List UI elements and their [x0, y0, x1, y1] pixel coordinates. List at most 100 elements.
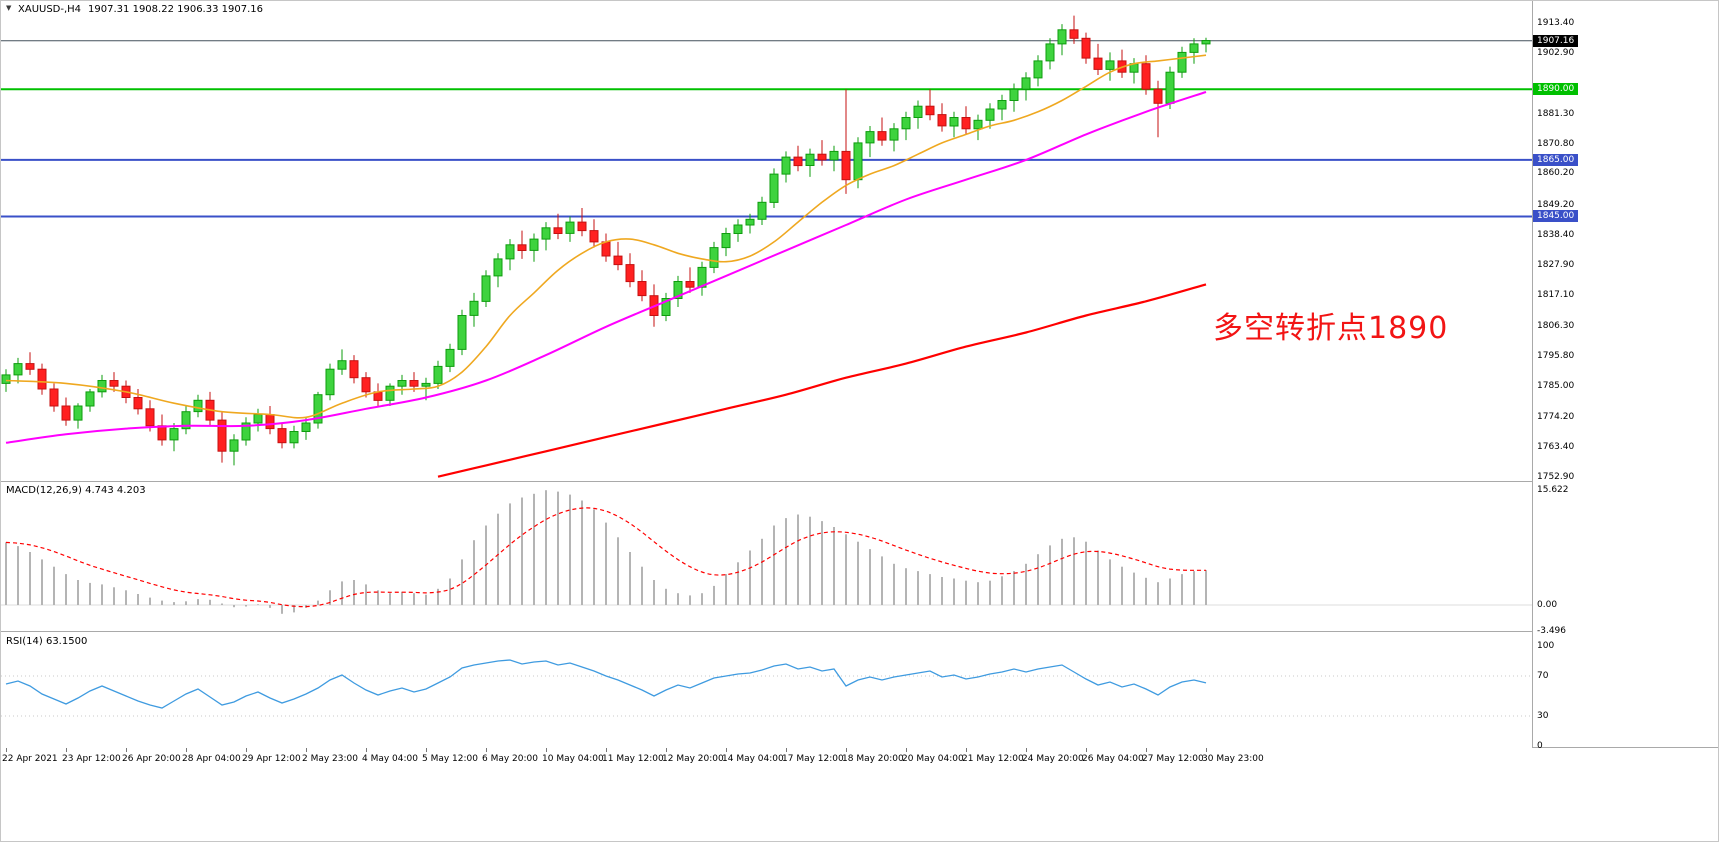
candle-down	[349, 360, 359, 379]
time-tick	[846, 748, 847, 752]
candle-down	[109, 380, 119, 387]
time-tick	[246, 748, 247, 752]
candle-up	[1045, 43, 1055, 62]
candle-up	[1189, 43, 1199, 53]
candle-down	[1141, 63, 1151, 90]
candle-up	[865, 131, 875, 144]
chart-annotation[interactable]: 多空转折点1890	[1213, 311, 1449, 346]
candle-up	[493, 258, 503, 277]
price-axis-label: 1881.30	[1537, 108, 1575, 119]
candle-down	[157, 425, 167, 441]
candle-up	[721, 233, 731, 249]
candle-down	[577, 221, 587, 232]
rsi-indicator-chart[interactable]	[1, 632, 1532, 747]
time-axis-label: 17 May 12:00	[782, 754, 844, 764]
price-axis[interactable]: 1913.40 1902.90 1881.30 1870.80 1860.20 1849.…	[1533, 1, 1718, 751]
rsi-axis-label: 0	[1537, 741, 1543, 751]
candle-up	[1021, 77, 1031, 90]
candle-up	[289, 431, 299, 444]
time-axis-label: 6 May 20:00	[482, 754, 538, 764]
time-tick	[726, 748, 727, 752]
macd-indicator-chart[interactable]	[1, 482, 1532, 631]
time-axis-label: 28 Apr 04:00	[182, 754, 241, 764]
candle-down	[961, 117, 971, 130]
time-axis-label: 20 May 04:00	[902, 754, 964, 764]
time-axis[interactable]: 22 Apr 2021 23 Apr 12:00 26 Apr 20:00 28 Ap…	[1, 747, 1532, 771]
candle-down	[1093, 57, 1103, 70]
time-tick	[126, 748, 127, 752]
time-tick	[666, 748, 667, 752]
main-price-chart[interactable]	[1, 1, 1532, 481]
price-axis-label: 1860.20	[1537, 168, 1575, 179]
candle-up	[85, 391, 95, 407]
candle-up	[97, 380, 107, 393]
candle-up	[169, 428, 179, 441]
candle-up	[745, 218, 755, 226]
time-tick	[1086, 748, 1087, 752]
time-axis-label: 26 Apr 20:00	[122, 754, 181, 764]
candle-up	[733, 224, 743, 234]
candle-up	[973, 119, 983, 130]
ma-fast-orange-line	[5, 54, 1207, 419]
candle-up	[457, 315, 467, 350]
time-axis-label: 10 May 04:00	[542, 754, 604, 764]
candle-up	[913, 105, 923, 118]
candle-down	[613, 255, 623, 266]
time-axis-label: 23 Apr 12:00	[62, 754, 121, 764]
time-axis-label: 29 Apr 12:00	[242, 754, 301, 764]
price-axis-label: 1806.30	[1537, 320, 1575, 331]
candle-up	[661, 298, 671, 316]
candle-up	[397, 380, 407, 387]
main-macd-separator[interactable]	[1, 481, 1718, 482]
price-axis-label: 1849.20	[1537, 199, 1575, 210]
time-tick	[1026, 748, 1027, 752]
candle-up	[829, 150, 839, 161]
candle-down	[925, 105, 935, 116]
rsi-line	[5, 659, 1207, 709]
price-axis-label: 1774.20	[1537, 411, 1575, 422]
ma-mid-magenta-line	[5, 91, 1207, 444]
candle-up	[565, 221, 575, 234]
time-tick	[786, 748, 787, 752]
candle-down	[145, 408, 155, 427]
candle-up	[709, 247, 719, 268]
time-tick	[306, 748, 307, 752]
candle-up	[673, 281, 683, 299]
price-axis-label: 1817.10	[1537, 290, 1575, 301]
candle-up	[985, 108, 995, 121]
candle-up	[421, 382, 431, 387]
level-price-tag: 1845.00	[1533, 210, 1579, 223]
candle-up	[301, 422, 311, 432]
time-tick	[486, 748, 487, 752]
time-axis-label: 12 May 20:00	[662, 754, 724, 764]
macd-header: MACD(12,26,9) 4.743 4.203	[6, 485, 146, 496]
candle-up	[1, 374, 11, 384]
time-axis-label: 2 May 23:00	[302, 754, 358, 764]
time-tick	[906, 748, 907, 752]
time-tick	[966, 748, 967, 752]
candle-up	[325, 368, 335, 396]
candle-up	[469, 300, 479, 316]
candle-down	[625, 264, 635, 283]
price-axis-label: 1795.80	[1537, 350, 1575, 361]
time-axis-label: 5 May 12:00	[422, 754, 478, 764]
candle-up	[13, 363, 23, 376]
candle-down	[937, 114, 947, 127]
time-axis-label: 21 May 12:00	[962, 754, 1024, 764]
candle-down	[877, 131, 887, 141]
candle-up	[1165, 71, 1175, 104]
price-axis-label: 1752.90	[1537, 472, 1575, 482]
candle-up	[313, 394, 323, 424]
price-axis-line	[1532, 1, 1533, 747]
candle-up	[337, 360, 347, 370]
macd-rsi-separator[interactable]	[1, 631, 1718, 632]
ohlc-values: 1907.31 1908.22 1906.33 1907.16	[88, 4, 263, 15]
chart-ohlc-header: XAUUSD-,H4 1907.31 1908.22 1906.33 1907.1…	[18, 4, 263, 15]
candle-down	[817, 153, 827, 161]
rsi-axis-label: 70	[1537, 671, 1549, 681]
candle-up	[1033, 60, 1043, 79]
candle-up	[997, 100, 1007, 110]
time-tick	[546, 748, 547, 752]
candle-down	[589, 230, 599, 243]
time-axis-label: 4 May 04:00	[362, 754, 418, 764]
